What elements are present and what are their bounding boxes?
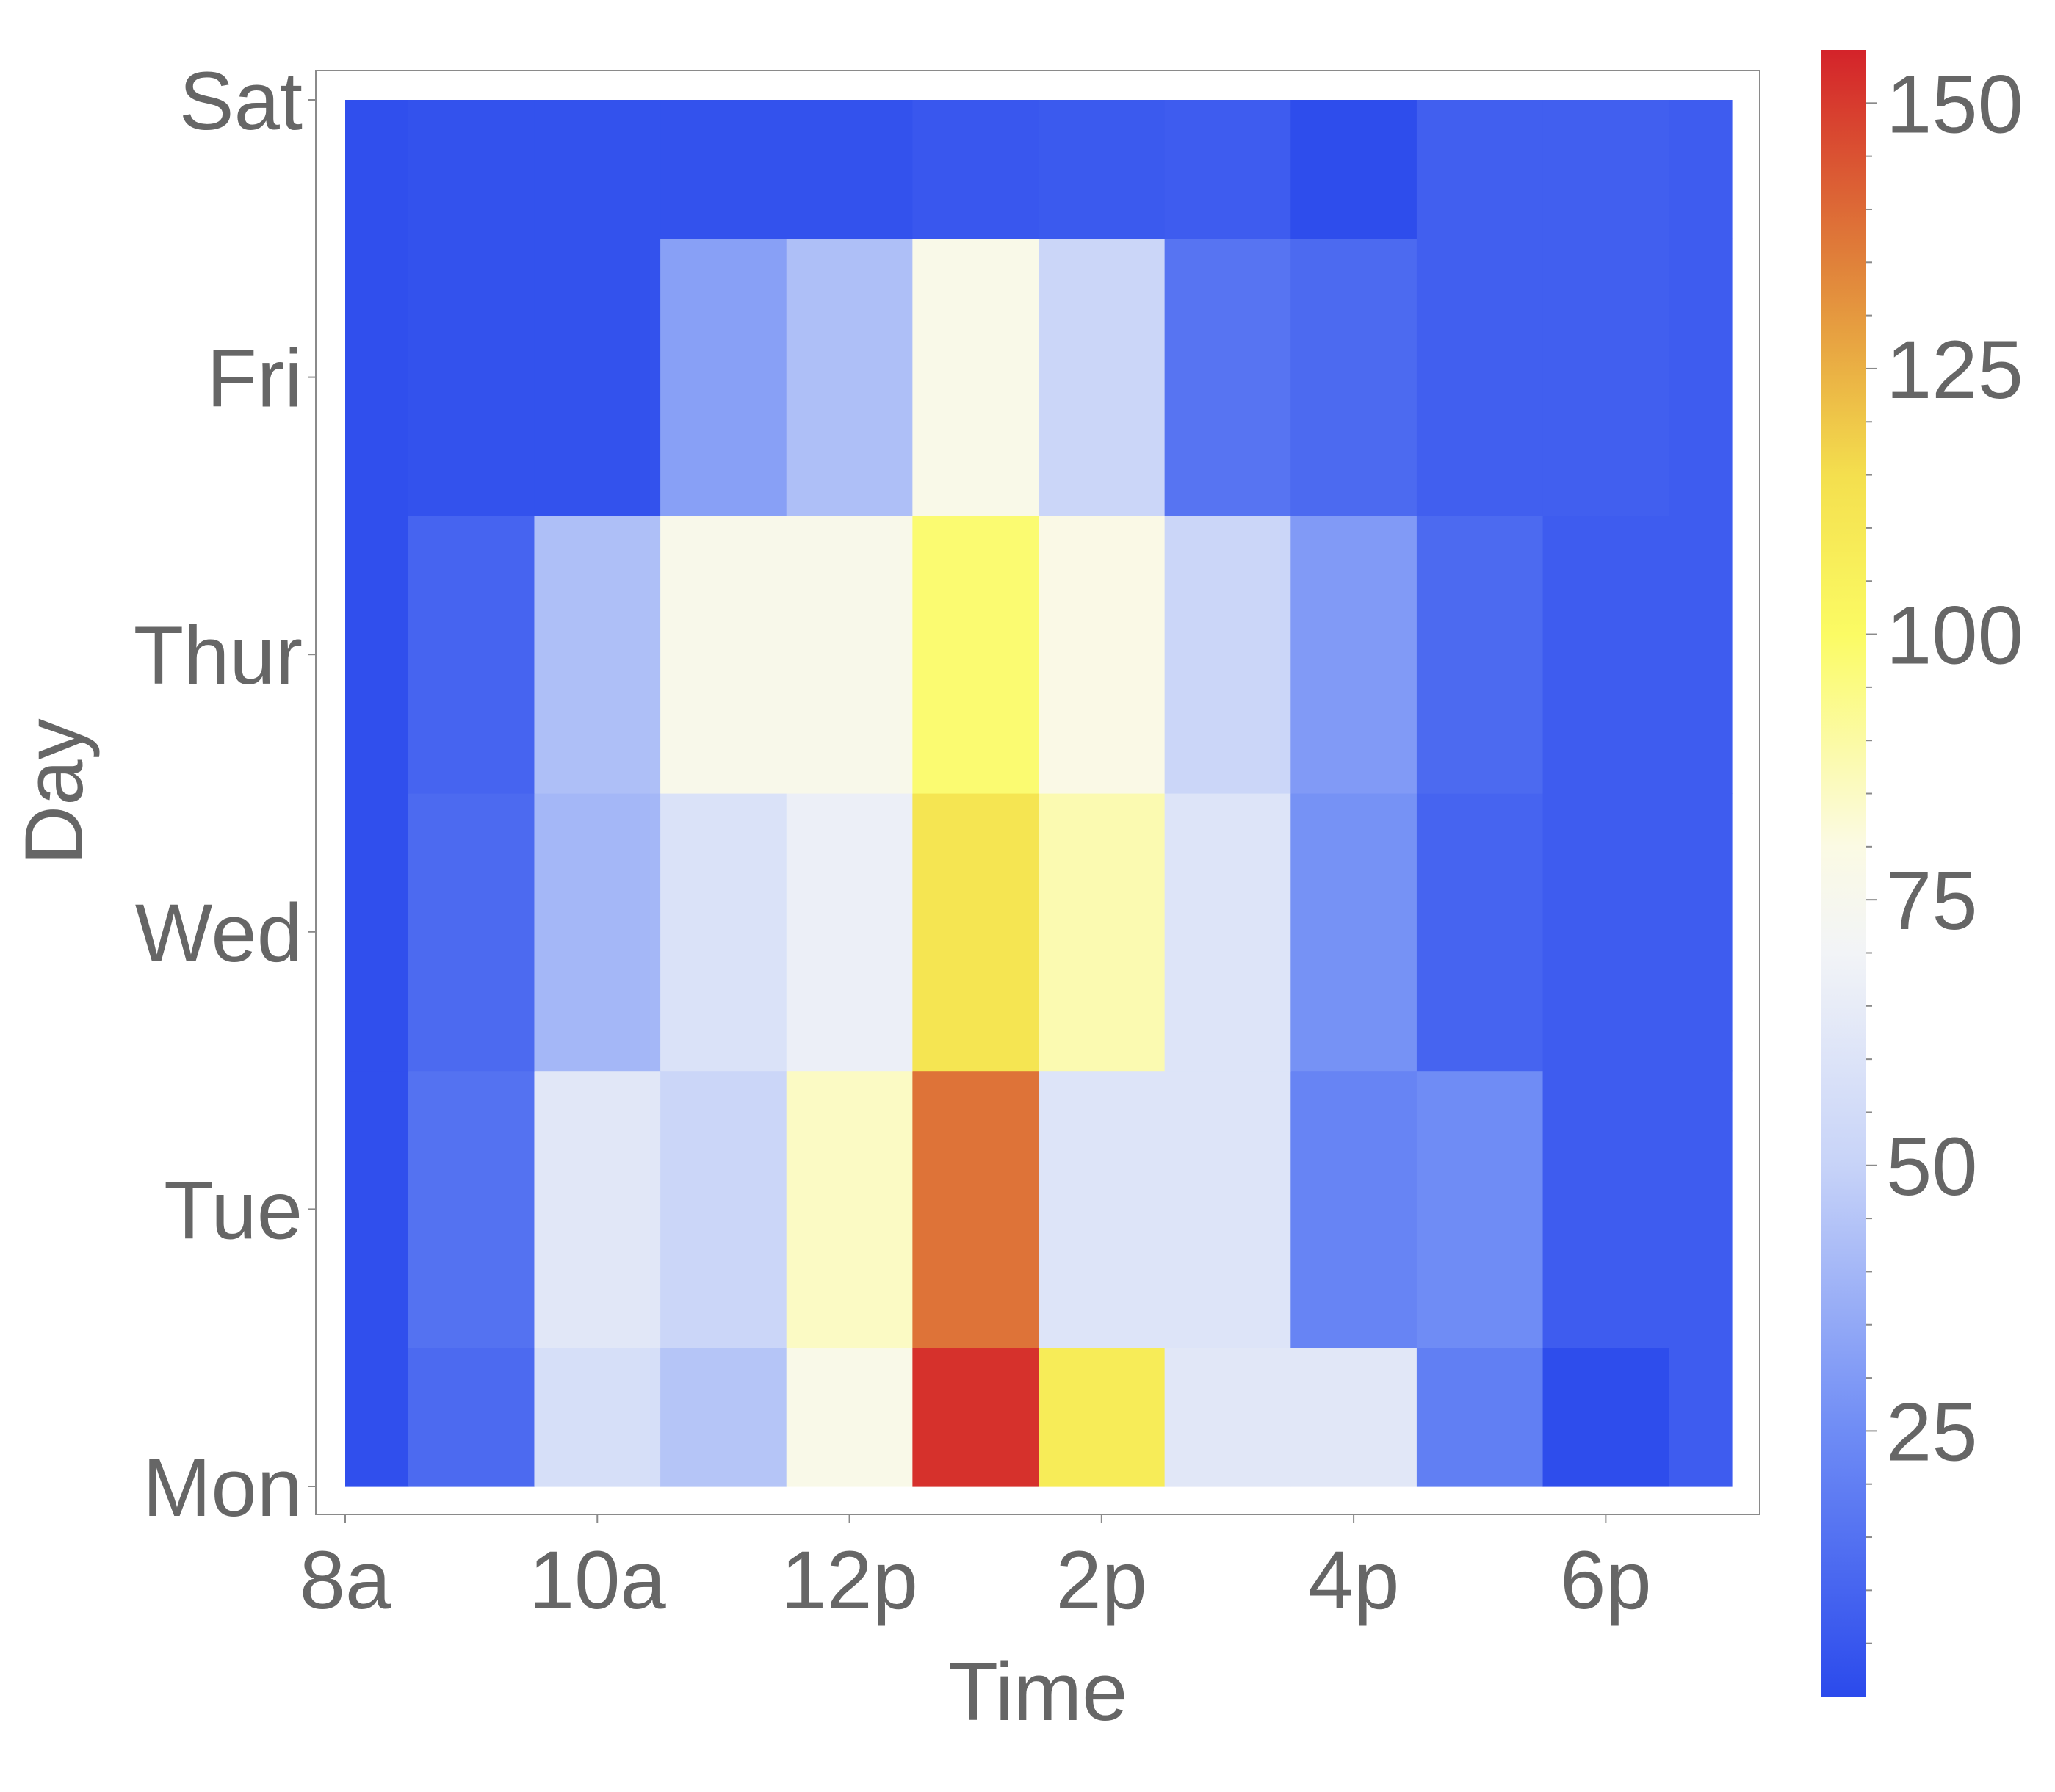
heatmap-cell — [1669, 1070, 1733, 1348]
heatmap-cell — [786, 238, 913, 516]
x-axis-label: Time — [948, 1646, 1128, 1738]
heatmap-cell — [912, 793, 1039, 1072]
heatmap-cell — [1542, 1070, 1669, 1348]
heatmap-cell — [1416, 100, 1544, 239]
x-tick-label: 12p — [781, 1534, 918, 1626]
colorbar-tick-label: 100 — [1886, 590, 2023, 682]
heatmap-cell — [408, 516, 535, 794]
heatmap-cell — [786, 1348, 913, 1487]
heatmap-cell — [786, 516, 913, 794]
heatmap-cell — [660, 793, 787, 1072]
heatmap-cell — [1039, 1070, 1166, 1348]
heatmap-cell — [534, 1070, 661, 1348]
heatmap-cell — [912, 1348, 1039, 1487]
heatmap-cell — [1290, 100, 1417, 239]
heatmap-cell — [1039, 100, 1166, 239]
heatmap-cell — [912, 100, 1039, 239]
heatmap-cell — [786, 793, 913, 1072]
colorbar-tick-label: 150 — [1886, 58, 2023, 150]
y-tick-label: Tue — [164, 1164, 303, 1256]
heatmap-cell — [1039, 516, 1166, 794]
heatmap-cell — [660, 516, 787, 794]
heatmap-cell — [786, 100, 913, 239]
y-tick-label: Wed — [135, 887, 303, 979]
heatmap-cell — [534, 1348, 661, 1487]
heatmap-cell — [1039, 238, 1166, 516]
heatmap-cell — [345, 1348, 409, 1487]
heatmap-cell — [345, 516, 409, 794]
heatmap-cell — [534, 238, 661, 516]
heatmap-cell — [1542, 516, 1669, 794]
y-tick-label: Sat — [179, 55, 303, 147]
heatmap-cell — [1164, 516, 1291, 794]
heatmap-cell — [1290, 1070, 1417, 1348]
y-tick-label: Fri — [206, 333, 303, 424]
heatmap-cell — [1416, 1348, 1544, 1487]
heatmap-cell — [1669, 793, 1733, 1072]
heatmap-cell — [1039, 793, 1166, 1072]
y-axis: Mon Tue Wed Thur Fri Sat — [134, 55, 316, 1533]
x-axis: 8a 10a 12p 2p 4p 6p — [300, 1514, 1652, 1626]
y-tick-label: Thur — [134, 610, 303, 701]
heatmap-cell — [408, 100, 535, 239]
heatmap-cell — [1039, 1348, 1166, 1487]
colorbar — [1821, 50, 1866, 1697]
heatmap-cell — [534, 516, 661, 794]
heatmap-cell — [1164, 100, 1291, 239]
heatmap-cell — [345, 238, 409, 516]
x-tick-label: 6p — [1560, 1534, 1652, 1626]
heatmap-cell — [534, 100, 661, 239]
heatmap-cell — [1542, 238, 1669, 516]
heatmap-cell — [1542, 1348, 1669, 1487]
colorbar-tick-label: 50 — [1886, 1121, 1978, 1213]
x-tick-label: 8a — [300, 1534, 391, 1626]
heatmap-cell — [1416, 516, 1544, 794]
heatmap-cell — [1164, 1348, 1291, 1487]
heatmap-cell — [1290, 1348, 1417, 1487]
heatmap-cell — [1669, 100, 1733, 239]
heatmap-cell — [1290, 238, 1417, 516]
heatmap-cell — [408, 238, 535, 516]
x-tick-label: 10a — [529, 1534, 667, 1626]
heatmap-cell — [660, 100, 787, 239]
heatmap-cell — [1669, 516, 1733, 794]
heatmap-cell — [660, 1348, 787, 1487]
heatmap-cell — [912, 516, 1039, 794]
heatmap-cell — [408, 1070, 535, 1348]
x-tick-label: 2p — [1056, 1534, 1148, 1626]
heatmap-cell — [408, 793, 535, 1072]
y-axis-label: Day — [8, 718, 100, 864]
heatmap-cell — [1164, 238, 1291, 516]
heatmap-cell — [534, 793, 661, 1072]
heatmap-cell — [345, 100, 409, 239]
heatmap-cell — [1542, 100, 1669, 239]
heatmap-cell — [912, 238, 1039, 516]
heatmap-cell — [1542, 793, 1669, 1072]
heatmap-cell — [1416, 1070, 1544, 1348]
heatmap-cell — [660, 1070, 787, 1348]
heatmap-cell — [345, 793, 409, 1072]
heatmap-cell — [345, 1070, 409, 1348]
heatmap-cell — [1164, 793, 1291, 1072]
x-tick-label: 4p — [1308, 1534, 1400, 1626]
colorbar-tick-label: 75 — [1886, 855, 1978, 947]
heatmap-cell — [912, 1070, 1039, 1348]
heatmap-cell — [1290, 516, 1417, 794]
heatmap-cell — [786, 1070, 913, 1348]
heatmap-cell — [408, 1348, 535, 1487]
heatmap-cell — [1416, 238, 1544, 516]
colorbar-tick-label: 25 — [1886, 1386, 1978, 1478]
heatmap-cell — [1669, 1348, 1733, 1487]
heatmap-cell — [1290, 793, 1417, 1072]
heatmap-cell — [660, 238, 787, 516]
heatmap-cell — [1669, 238, 1733, 516]
colorbar-ticks: 25 50 75 100 125 150 — [1866, 58, 2023, 1644]
y-tick-label: Mon — [142, 1442, 303, 1533]
heatmap-cell — [1416, 793, 1544, 1072]
heatmap-cells — [345, 100, 1733, 1487]
colorbar-tick-label: 125 — [1886, 324, 2023, 416]
heatmap-cell — [1164, 1070, 1291, 1348]
